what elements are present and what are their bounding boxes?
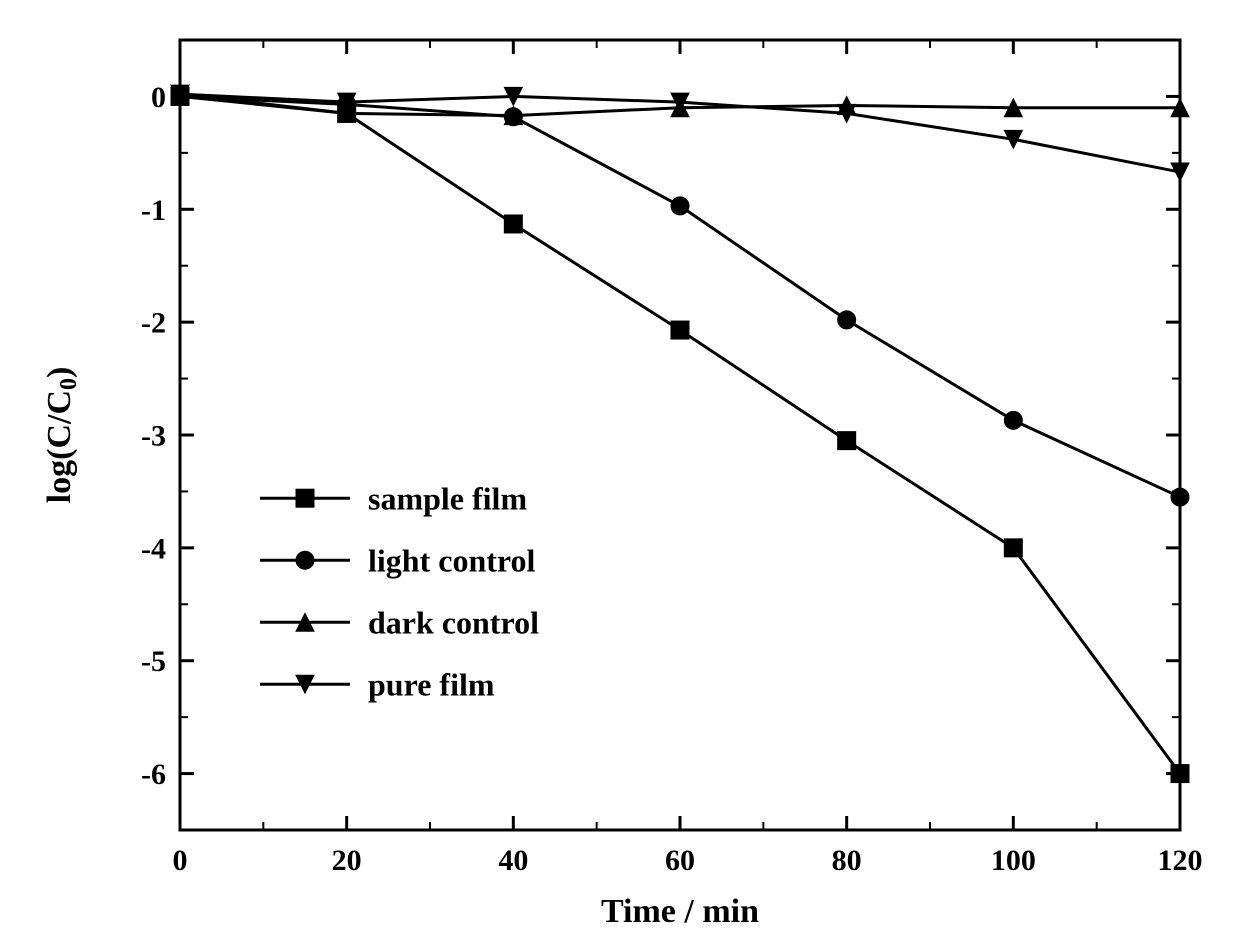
x-axis-label: Time / min: [601, 893, 759, 930]
x-tick-label: 0: [173, 844, 188, 877]
legend-label: dark control: [368, 604, 539, 640]
x-tick-label: 40: [498, 844, 528, 877]
chart-container: 020406080100120Time / min-6-5-4-3-2-10lo…: [0, 0, 1240, 952]
y-tick-label: -1: [141, 194, 166, 227]
legend-label: sample film: [368, 480, 527, 516]
y-tick-label: -4: [141, 532, 166, 565]
y-tick-label: -2: [141, 307, 166, 340]
y-tick-label: -3: [141, 420, 166, 453]
legend-label: pure film: [368, 666, 495, 702]
x-tick-label: 100: [991, 844, 1036, 877]
x-tick-label: 80: [832, 844, 862, 877]
y-tick-label: 0: [151, 81, 166, 114]
x-tick-label: 120: [1158, 844, 1203, 877]
legend-label: light control: [368, 542, 536, 578]
chart-svg: 020406080100120Time / min-6-5-4-3-2-10lo…: [0, 0, 1240, 952]
x-tick-label: 20: [332, 844, 362, 877]
y-tick-label: -6: [141, 758, 166, 791]
y-tick-label: -5: [141, 645, 166, 678]
x-tick-label: 60: [665, 844, 695, 877]
